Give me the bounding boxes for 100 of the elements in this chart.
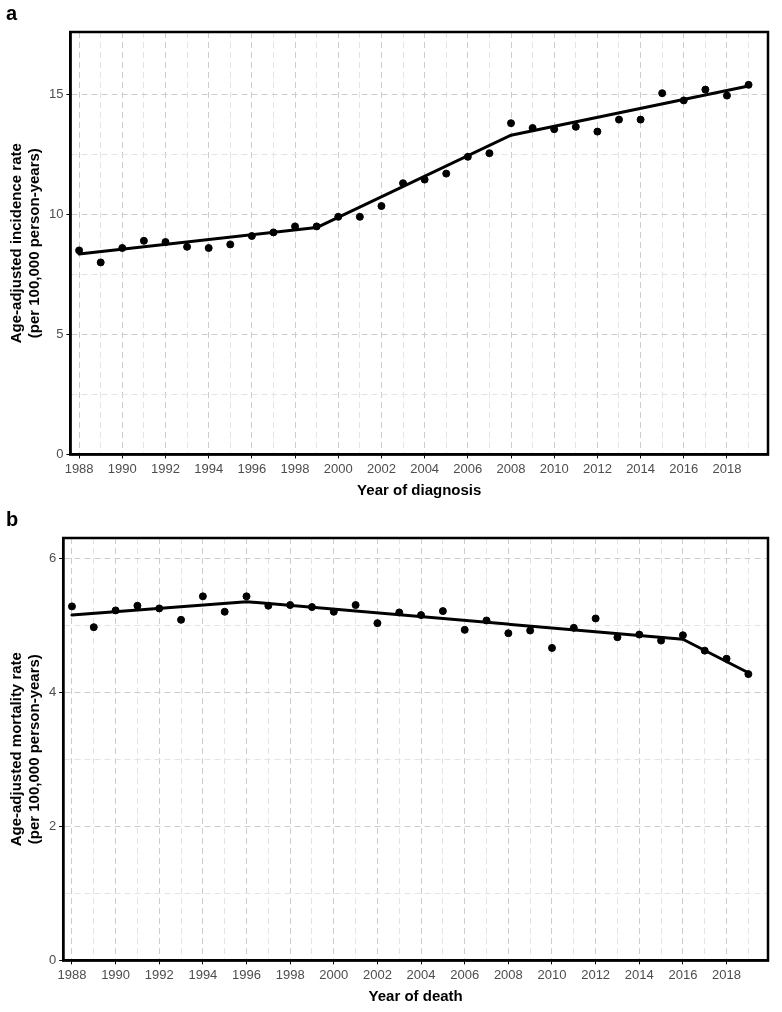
x-tick-label: 2002 bbox=[362, 966, 392, 982]
x-tick-label: 1996 bbox=[232, 966, 261, 982]
point bbox=[247, 232, 256, 240]
point bbox=[744, 670, 753, 679]
x-tick-label: 2012 bbox=[582, 460, 612, 476]
point bbox=[679, 96, 688, 105]
x-tick-label: 2012 bbox=[581, 966, 611, 982]
point bbox=[507, 119, 516, 128]
y-tick-label: 2 bbox=[49, 817, 57, 833]
point bbox=[312, 222, 321, 231]
point bbox=[658, 89, 667, 98]
y-axis-title: Age-adjusted mortality rate (per 100,000 person-years) bbox=[7, 652, 43, 847]
x-axis-title: Year of diagnosis bbox=[357, 481, 482, 499]
point bbox=[722, 654, 731, 663]
x-tick-label: 1992 bbox=[151, 460, 180, 476]
point bbox=[355, 212, 364, 221]
x-tick-label: 2016 bbox=[668, 966, 698, 982]
y-tick-label: 15 bbox=[48, 85, 64, 101]
x-tick-label: 2008 bbox=[493, 966, 523, 982]
point bbox=[373, 619, 382, 628]
point bbox=[399, 179, 408, 188]
point bbox=[329, 607, 338, 616]
x-tick-label: 2000 bbox=[323, 460, 353, 476]
y-tick-label: 4 bbox=[49, 683, 57, 699]
x-tick-label: 1988 bbox=[57, 966, 87, 982]
y-axis-title: Age-adjusted incidence rate (per 100,000 person-years) bbox=[7, 143, 43, 344]
point bbox=[744, 80, 753, 89]
point bbox=[377, 202, 386, 210]
point bbox=[242, 592, 251, 601]
point bbox=[614, 115, 623, 124]
x-tick-label: 1998 bbox=[280, 460, 310, 476]
point bbox=[204, 244, 213, 252]
x-tick-label: 2004 bbox=[410, 460, 440, 476]
point bbox=[395, 608, 404, 617]
x-tick-label: 1992 bbox=[144, 966, 174, 982]
point bbox=[485, 149, 494, 158]
point bbox=[111, 606, 120, 615]
point bbox=[722, 91, 731, 100]
point bbox=[528, 124, 537, 132]
point bbox=[460, 625, 469, 634]
x-axis-title: Year of death bbox=[368, 987, 463, 1005]
point bbox=[463, 152, 472, 161]
x-tick-label: 2006 bbox=[450, 966, 480, 982]
point bbox=[133, 601, 142, 610]
x-tick-label: 1990 bbox=[107, 460, 137, 476]
point bbox=[420, 175, 429, 184]
x-tick-label: 1990 bbox=[101, 966, 131, 982]
chart-title: a bbox=[6, 1, 18, 24]
point bbox=[635, 630, 644, 639]
x-tick-label: 1996 bbox=[237, 460, 267, 476]
x-tick-label: 1998 bbox=[275, 966, 305, 982]
x-tick-label: 2006 bbox=[453, 460, 483, 476]
point bbox=[442, 169, 451, 178]
point bbox=[89, 623, 98, 632]
y-tick-label: 6 bbox=[49, 549, 57, 565]
point bbox=[161, 238, 170, 246]
x-tick-label: 1994 bbox=[194, 460, 224, 476]
point bbox=[198, 592, 207, 601]
point bbox=[183, 242, 192, 251]
y-tick-label: 10 bbox=[48, 205, 64, 221]
point bbox=[269, 228, 278, 237]
point bbox=[96, 258, 105, 267]
x-tick-label: 2002 bbox=[366, 460, 396, 476]
x-tick-label: 2016 bbox=[669, 460, 699, 476]
point bbox=[613, 633, 622, 642]
chart-title: b bbox=[6, 507, 19, 530]
point bbox=[177, 615, 186, 624]
point bbox=[75, 246, 84, 255]
point bbox=[547, 643, 556, 652]
point bbox=[155, 604, 164, 613]
point bbox=[334, 212, 343, 221]
point bbox=[307, 603, 316, 612]
point bbox=[526, 626, 535, 635]
point bbox=[678, 631, 687, 640]
x-tick-label: 2014 bbox=[624, 966, 654, 982]
x-tick-label: 2008 bbox=[496, 460, 526, 476]
x-tick-label: 2000 bbox=[319, 966, 349, 982]
x-tick-label: 2018 bbox=[712, 460, 742, 476]
point bbox=[351, 601, 360, 610]
x-tick-label: 2010 bbox=[539, 460, 569, 476]
point bbox=[286, 601, 295, 610]
point bbox=[701, 85, 710, 94]
point bbox=[417, 611, 426, 620]
y-tick-label: 0 bbox=[56, 445, 64, 461]
point bbox=[569, 623, 578, 632]
point bbox=[482, 616, 491, 625]
x-tick-label: 2014 bbox=[626, 460, 656, 476]
y-tick-label: 5 bbox=[56, 325, 64, 341]
point bbox=[550, 125, 559, 134]
x-tick-label: 2004 bbox=[406, 966, 436, 982]
point bbox=[504, 629, 513, 638]
x-tick-label: 1988 bbox=[64, 460, 94, 476]
point bbox=[700, 646, 709, 655]
point bbox=[226, 240, 235, 249]
x-tick-label: 1994 bbox=[188, 966, 218, 982]
point bbox=[591, 614, 600, 623]
point bbox=[438, 607, 447, 616]
x-tick-label: 2010 bbox=[537, 966, 567, 982]
point bbox=[593, 127, 602, 136]
point bbox=[67, 602, 76, 611]
